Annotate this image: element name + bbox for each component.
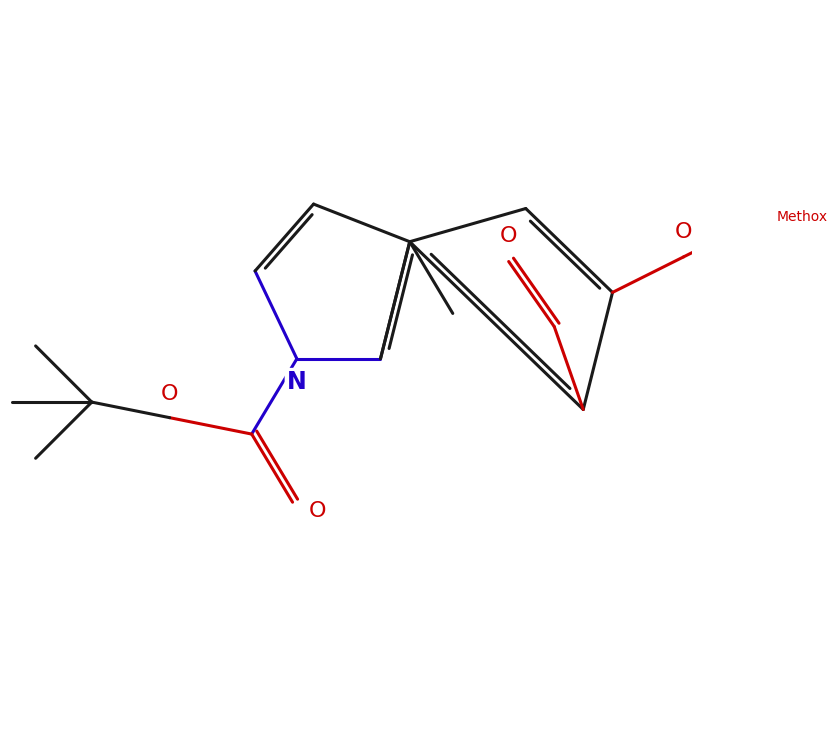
Text: O: O (309, 501, 327, 521)
Text: O: O (675, 222, 692, 242)
Text: O: O (500, 227, 518, 246)
Text: O: O (161, 384, 179, 404)
Text: N: N (287, 370, 307, 394)
Text: Methoxy: Methoxy (777, 210, 827, 224)
